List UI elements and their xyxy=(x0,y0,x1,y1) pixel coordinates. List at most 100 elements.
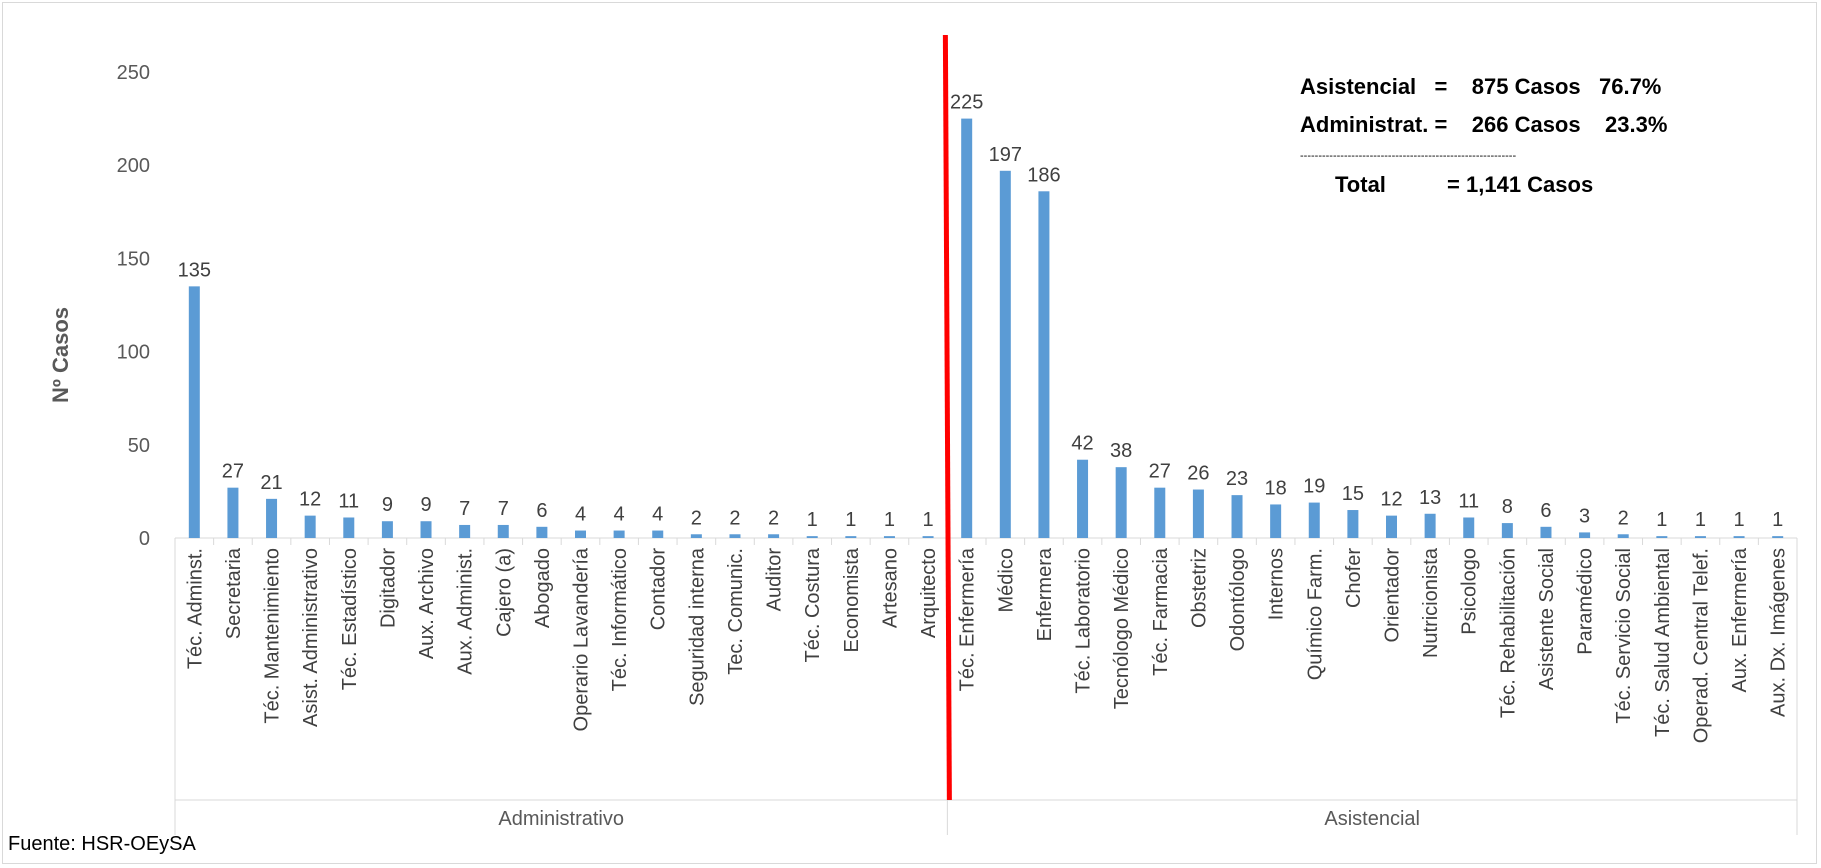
bar xyxy=(806,536,818,538)
category-label: Téc. Mantenimiento xyxy=(262,548,284,724)
bar xyxy=(1424,513,1436,538)
category-label: Cajero (a) xyxy=(493,548,515,637)
category-label: Téc. Laboratorio xyxy=(1073,548,1095,694)
category-label: Odontólogo xyxy=(1227,548,1249,651)
y-tick-label: 200 xyxy=(117,155,150,177)
bar xyxy=(1656,536,1668,538)
bar xyxy=(1308,502,1320,538)
data-label: 42 xyxy=(1071,433,1093,455)
data-label: 21 xyxy=(260,472,282,494)
category-label: Téc. Adminst. xyxy=(184,548,206,669)
bar xyxy=(536,526,548,538)
bar xyxy=(845,536,857,538)
category-label: Operad. Central Telef. xyxy=(1690,548,1712,743)
data-label: 6 xyxy=(1540,500,1551,522)
y-tick-label: 250 xyxy=(117,62,150,84)
category-label: Paramédico xyxy=(1575,548,1597,655)
data-label: 2 xyxy=(768,507,779,529)
category-label: Auditor xyxy=(764,548,786,612)
category-label: Secretaria xyxy=(223,547,245,639)
category-label: Asist. Administrativo xyxy=(300,548,322,727)
bar xyxy=(420,521,432,538)
bar xyxy=(497,524,509,538)
category-label: Obstetriz xyxy=(1188,548,1210,628)
data-label: 6 xyxy=(536,500,547,522)
summary-line-total: Total = 1,141 Casos xyxy=(1335,172,1594,197)
data-label: 15 xyxy=(1342,483,1364,505)
bar xyxy=(1154,487,1166,538)
summary-line-administrativo: Administrat. = 266 Casos 23.3% xyxy=(1300,112,1668,137)
bar xyxy=(304,515,316,538)
data-label: 4 xyxy=(652,504,663,526)
summary-separator: ----------------------------------------… xyxy=(1300,150,1517,162)
bar xyxy=(1347,510,1359,538)
summary-line-asistencial: Asistencial = 875 Casos 76.7% xyxy=(1300,74,1662,99)
bar xyxy=(1192,489,1204,538)
y-axis-title: Nº Casos xyxy=(48,307,73,403)
data-label: 23 xyxy=(1226,468,1248,490)
category-label: Contador xyxy=(648,548,670,631)
bar xyxy=(1772,536,1784,538)
category-label: Arquitecto xyxy=(918,548,940,638)
bar xyxy=(1270,504,1282,538)
y-tick-label: 150 xyxy=(117,248,150,270)
category-label: Orientador xyxy=(1382,548,1404,643)
category-label: Psicologo xyxy=(1459,548,1481,635)
bar xyxy=(381,521,393,538)
category-label: Téc. Estadístico xyxy=(339,548,361,690)
data-label: 4 xyxy=(614,504,625,526)
category-label: Téc. Costura xyxy=(802,547,824,662)
category-label: Asistente Social xyxy=(1536,548,1558,690)
data-label: 19 xyxy=(1303,476,1325,498)
bar xyxy=(1617,534,1629,538)
category-label: Operario Lavandería xyxy=(571,547,593,731)
bar xyxy=(729,534,741,538)
bar xyxy=(999,170,1011,539)
bar xyxy=(1579,532,1591,538)
data-label: 11 xyxy=(338,490,359,512)
data-label: 13 xyxy=(1419,487,1441,509)
y-tick-label: 50 xyxy=(128,435,150,457)
category-label: Téc. Enfermería xyxy=(957,547,979,691)
bar xyxy=(575,530,586,538)
bar xyxy=(1231,495,1243,538)
category-label: Aux. Dx. Imágenes xyxy=(1768,548,1790,717)
bar xyxy=(227,487,239,538)
data-label: 186 xyxy=(1027,164,1060,186)
bar xyxy=(652,530,664,538)
y-tick-label: 0 xyxy=(139,528,150,550)
data-label: 3 xyxy=(1579,505,1590,527)
data-label: 1 xyxy=(923,509,934,531)
category-label: Enfermera xyxy=(1034,547,1056,641)
category-label: Abogado xyxy=(532,548,554,628)
data-label: 18 xyxy=(1265,477,1287,499)
bar xyxy=(1077,459,1089,538)
group-divider-line xyxy=(942,34,952,801)
data-label: 2 xyxy=(691,507,702,529)
data-label: 8 xyxy=(1502,496,1513,518)
bar xyxy=(459,524,471,538)
category-label: Artesano xyxy=(879,548,901,628)
category-label: Téc. Informático xyxy=(609,548,631,691)
bar xyxy=(1038,191,1050,538)
category-label: Téc. Salud Ambiental xyxy=(1652,548,1674,737)
data-label: 1 xyxy=(1734,509,1745,531)
data-label: 135 xyxy=(178,259,211,281)
category-label: Químico Farm. xyxy=(1304,548,1326,680)
data-label: 26 xyxy=(1187,463,1209,485)
category-label: Tecnólogo Médico xyxy=(1111,548,1133,709)
data-label: 1 xyxy=(1656,509,1667,531)
category-label: Téc. Rehabilitación xyxy=(1497,548,1519,718)
bar xyxy=(1694,536,1706,538)
data-label: 11 xyxy=(1458,490,1479,512)
category-label: Téc. Farmacia xyxy=(1150,547,1172,676)
category-label: Seguridad interna xyxy=(686,547,708,706)
group-label: Administrativo xyxy=(498,808,624,830)
group-label: Asistencial xyxy=(1324,808,1420,830)
bar xyxy=(1386,515,1397,538)
data-label: 7 xyxy=(498,498,509,520)
data-label: 27 xyxy=(1149,461,1171,483)
data-label: 1 xyxy=(845,509,856,531)
